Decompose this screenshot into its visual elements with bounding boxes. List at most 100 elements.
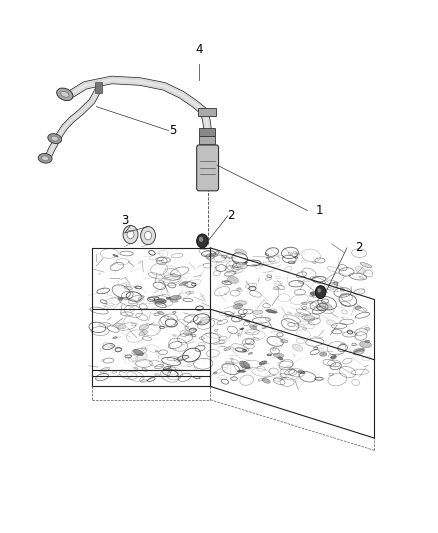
Ellipse shape bbox=[341, 294, 347, 295]
Ellipse shape bbox=[295, 313, 307, 317]
Ellipse shape bbox=[360, 262, 372, 268]
Ellipse shape bbox=[253, 310, 263, 314]
Ellipse shape bbox=[359, 276, 364, 279]
Ellipse shape bbox=[319, 352, 327, 357]
Ellipse shape bbox=[292, 344, 303, 351]
Ellipse shape bbox=[153, 299, 166, 304]
Ellipse shape bbox=[158, 298, 166, 303]
Ellipse shape bbox=[42, 156, 49, 161]
Ellipse shape bbox=[100, 367, 110, 373]
Text: 2: 2 bbox=[355, 241, 362, 254]
Ellipse shape bbox=[302, 302, 307, 305]
Ellipse shape bbox=[155, 374, 159, 376]
Polygon shape bbox=[92, 248, 374, 438]
Text: 5: 5 bbox=[169, 124, 176, 137]
Ellipse shape bbox=[38, 154, 52, 163]
Ellipse shape bbox=[133, 367, 138, 369]
Ellipse shape bbox=[166, 297, 171, 300]
Ellipse shape bbox=[287, 312, 292, 314]
Ellipse shape bbox=[252, 264, 257, 266]
Text: 4: 4 bbox=[195, 43, 203, 56]
Circle shape bbox=[318, 288, 321, 293]
Ellipse shape bbox=[142, 368, 148, 372]
Ellipse shape bbox=[245, 320, 251, 322]
Ellipse shape bbox=[248, 352, 253, 354]
Bar bbox=[95, 82, 102, 93]
Ellipse shape bbox=[139, 330, 148, 336]
Ellipse shape bbox=[48, 134, 62, 143]
Circle shape bbox=[141, 227, 155, 245]
FancyBboxPatch shape bbox=[197, 145, 219, 191]
Ellipse shape bbox=[262, 378, 270, 383]
Ellipse shape bbox=[113, 254, 118, 257]
Text: 2: 2 bbox=[227, 209, 234, 222]
Ellipse shape bbox=[310, 292, 321, 295]
Ellipse shape bbox=[273, 353, 284, 358]
Ellipse shape bbox=[138, 296, 145, 299]
Ellipse shape bbox=[237, 303, 241, 305]
Ellipse shape bbox=[365, 340, 370, 343]
Ellipse shape bbox=[57, 88, 73, 101]
Ellipse shape bbox=[246, 367, 251, 369]
Ellipse shape bbox=[274, 287, 279, 289]
Ellipse shape bbox=[262, 327, 266, 329]
Ellipse shape bbox=[117, 297, 123, 301]
Ellipse shape bbox=[278, 357, 283, 360]
Ellipse shape bbox=[225, 361, 234, 365]
Ellipse shape bbox=[235, 249, 247, 255]
Bar bbox=[198, 108, 216, 116]
Circle shape bbox=[145, 231, 152, 240]
Circle shape bbox=[127, 230, 134, 239]
Ellipse shape bbox=[320, 302, 332, 311]
Ellipse shape bbox=[99, 322, 111, 327]
Ellipse shape bbox=[182, 281, 188, 286]
Ellipse shape bbox=[103, 343, 113, 348]
Ellipse shape bbox=[331, 356, 336, 359]
Ellipse shape bbox=[224, 347, 231, 351]
Ellipse shape bbox=[179, 282, 187, 286]
Circle shape bbox=[199, 237, 203, 242]
Ellipse shape bbox=[298, 370, 305, 374]
Ellipse shape bbox=[60, 92, 69, 97]
Ellipse shape bbox=[242, 262, 247, 264]
Ellipse shape bbox=[170, 295, 181, 300]
Ellipse shape bbox=[184, 329, 196, 335]
Ellipse shape bbox=[213, 372, 217, 374]
Ellipse shape bbox=[240, 361, 250, 369]
Bar bbox=[199, 128, 215, 136]
Ellipse shape bbox=[360, 341, 371, 348]
Ellipse shape bbox=[158, 311, 164, 315]
Text: 3: 3 bbox=[121, 214, 128, 227]
Ellipse shape bbox=[355, 306, 361, 310]
Ellipse shape bbox=[364, 327, 370, 330]
Ellipse shape bbox=[224, 280, 228, 282]
Ellipse shape bbox=[280, 340, 288, 343]
Text: 1: 1 bbox=[315, 204, 323, 217]
Ellipse shape bbox=[51, 136, 58, 141]
Ellipse shape bbox=[234, 301, 247, 305]
Ellipse shape bbox=[115, 324, 126, 329]
Ellipse shape bbox=[353, 348, 365, 352]
Ellipse shape bbox=[233, 304, 243, 309]
Ellipse shape bbox=[173, 335, 176, 336]
Ellipse shape bbox=[327, 320, 336, 326]
Ellipse shape bbox=[304, 316, 315, 321]
Ellipse shape bbox=[355, 266, 366, 273]
Ellipse shape bbox=[249, 325, 257, 330]
Ellipse shape bbox=[233, 262, 237, 264]
Ellipse shape bbox=[197, 321, 201, 324]
Ellipse shape bbox=[298, 281, 304, 284]
Ellipse shape bbox=[266, 310, 277, 313]
Ellipse shape bbox=[237, 370, 246, 373]
Ellipse shape bbox=[312, 262, 316, 263]
Ellipse shape bbox=[139, 325, 148, 330]
Ellipse shape bbox=[227, 276, 239, 284]
Ellipse shape bbox=[200, 317, 210, 324]
Circle shape bbox=[197, 234, 208, 248]
Ellipse shape bbox=[303, 280, 311, 281]
Ellipse shape bbox=[135, 353, 147, 361]
Bar bbox=[199, 136, 215, 144]
Ellipse shape bbox=[237, 262, 247, 269]
Circle shape bbox=[315, 286, 326, 298]
Ellipse shape bbox=[259, 361, 267, 365]
